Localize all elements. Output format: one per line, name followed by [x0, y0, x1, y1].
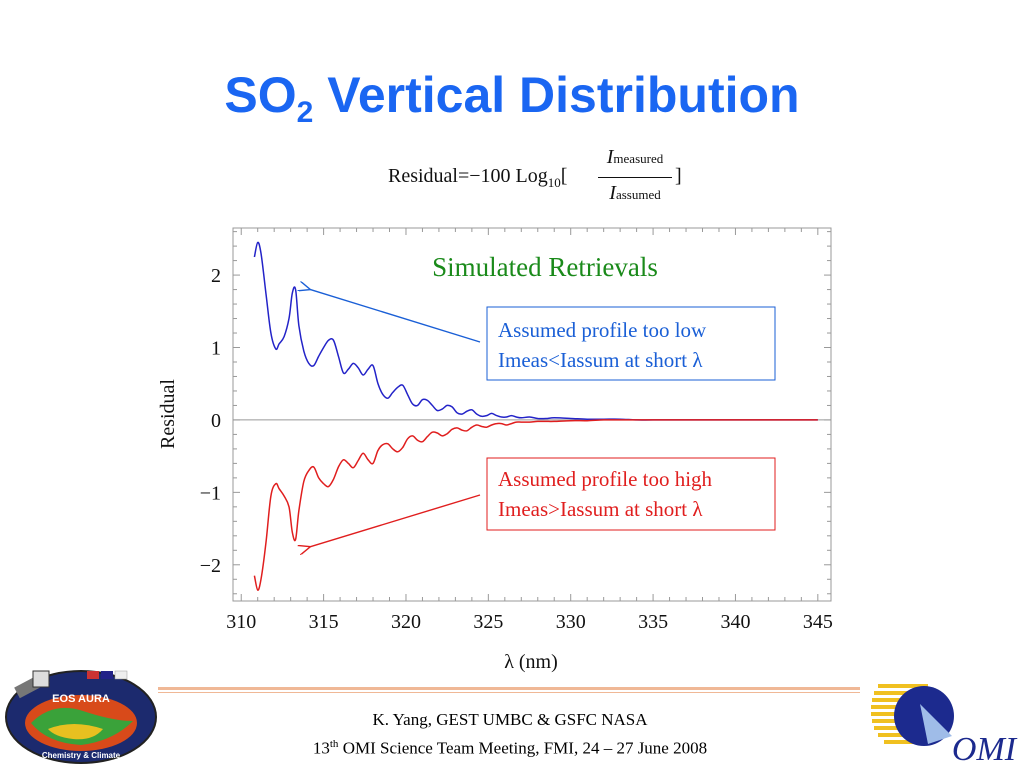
x-tick-label: 315	[309, 611, 339, 633]
footer-divider-thin	[158, 692, 860, 693]
annotation-low-box	[486, 306, 776, 381]
eos-aura-logo: EOS AURA Chemistry & Climate	[5, 670, 157, 764]
x-tick-label: 340	[720, 611, 750, 633]
annotation-high-arrow	[310, 494, 481, 547]
axis-tick-labels: 310 315 320 325 330 335 340 345 2 1 0 −1 −2	[200, 265, 833, 633]
y-tick-label: −1	[200, 482, 221, 504]
y-tick-label: 1	[211, 338, 221, 360]
x-axis-label: λ (nm)	[504, 651, 558, 673]
svg-text:OMI: OMI	[952, 731, 1018, 766]
footer-author: K. Yang, GEST UMBC & GSFC NASA	[372, 710, 648, 729]
formula-lhs: Residual=−100 Log10[	[388, 165, 568, 190]
x-tick-label: 325	[473, 611, 503, 633]
series-line-1	[253, 241, 818, 421]
annotation-high-box	[486, 457, 776, 531]
annotation-low: Assumed profile too low Imeas<Iassum at …	[310, 290, 776, 381]
y-tick-label: −2	[200, 555, 221, 577]
series-line-2	[253, 419, 818, 591]
footer-divider	[158, 687, 860, 690]
x-tick-label: 345	[803, 611, 833, 633]
y-axis-label: Residual	[157, 379, 179, 449]
slide-title: SO2 Vertical Distribution	[224, 67, 800, 129]
annotation-high: Assumed profile too high Imeas>Iassum at…	[310, 457, 776, 547]
svg-text:EOS AURA: EOS AURA	[52, 693, 110, 705]
x-tick-label: 320	[391, 611, 421, 633]
omi-logo: OMI	[871, 684, 1018, 766]
x-tick-label: 310	[226, 611, 256, 633]
annotation-low-line2: Imeas<Iassum at short λ	[498, 348, 703, 372]
series-layer	[253, 241, 818, 591]
y-tick-label: 2	[211, 265, 221, 287]
annotation-low-line1: Assumed profile too low	[498, 318, 707, 342]
annotation-high-line1: Assumed profile too high	[498, 467, 713, 491]
x-tick-label: 330	[556, 611, 586, 633]
chart-title: Simulated Retrievals	[432, 252, 658, 282]
plot-frame	[232, 227, 832, 602]
y-tick-label: 0	[211, 410, 221, 432]
annotation-low-arrow	[310, 290, 481, 343]
annotation-high-line2: Imeas>Iassum at short λ	[498, 497, 703, 521]
axis-ticks	[233, 228, 831, 601]
svg-text:Chemistry & Climate: Chemistry & Climate	[42, 751, 121, 760]
x-tick-label: 335	[638, 611, 668, 633]
footer-meeting: 13th OMI Science Team Meeting, FMI, 24 –…	[312, 738, 708, 758]
